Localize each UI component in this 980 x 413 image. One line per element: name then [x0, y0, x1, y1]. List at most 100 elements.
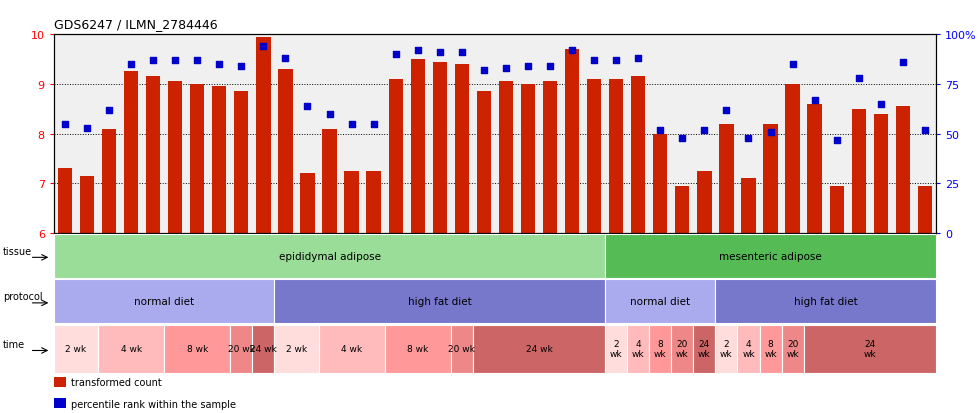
Bar	[54, 399, 67, 408]
Bar	[694, 325, 715, 373]
Bar	[274, 325, 318, 373]
Point	[785, 62, 801, 68]
Bar	[300, 174, 315, 233]
Bar	[715, 325, 737, 373]
Bar	[190, 85, 205, 233]
Bar	[564, 50, 579, 233]
Bar	[256, 38, 270, 233]
Bar	[230, 325, 253, 373]
Bar	[715, 280, 936, 323]
Bar	[804, 325, 936, 373]
Bar	[58, 169, 73, 233]
Bar	[212, 87, 226, 233]
Point	[718, 107, 734, 114]
Point	[653, 127, 668, 133]
Text: epididymal adipose: epididymal adipose	[278, 251, 380, 261]
Bar	[829, 186, 844, 233]
Text: 2
wk: 2 wk	[720, 339, 733, 358]
Text: time: time	[3, 339, 25, 349]
Point	[741, 135, 757, 142]
Bar	[631, 77, 646, 233]
Bar	[587, 80, 602, 233]
Bar	[318, 325, 385, 373]
Bar	[785, 85, 800, 233]
Text: 20 wk: 20 wk	[449, 344, 475, 354]
Point	[697, 127, 712, 133]
Point	[410, 47, 425, 54]
Bar	[54, 280, 274, 323]
Text: tissue: tissue	[3, 246, 31, 256]
Text: protocol: protocol	[3, 292, 42, 301]
Bar	[79, 176, 94, 233]
Bar	[411, 60, 425, 233]
Bar	[671, 325, 694, 373]
Bar	[165, 325, 230, 373]
Point	[321, 111, 337, 118]
Text: 8
wk: 8 wk	[764, 339, 777, 358]
Point	[233, 64, 249, 70]
Bar	[274, 280, 606, 323]
Point	[476, 67, 492, 74]
Bar	[543, 82, 558, 233]
Text: 24 wk: 24 wk	[525, 344, 553, 354]
Text: 20 wk: 20 wk	[228, 344, 255, 354]
Bar	[451, 325, 473, 373]
Text: 4
wk: 4 wk	[742, 339, 755, 358]
Bar	[852, 109, 866, 233]
Bar	[606, 234, 936, 278]
Bar	[675, 186, 690, 233]
Bar	[896, 107, 910, 233]
Bar	[606, 280, 715, 323]
Bar	[253, 325, 274, 373]
Point	[101, 107, 117, 114]
Bar	[760, 325, 782, 373]
Text: 2 wk: 2 wk	[286, 344, 307, 354]
Bar	[54, 377, 67, 387]
Text: normal diet: normal diet	[134, 297, 194, 306]
Point	[498, 66, 514, 72]
Bar	[741, 179, 756, 233]
Bar	[763, 124, 778, 233]
Bar	[782, 325, 804, 373]
Point	[807, 97, 822, 104]
Bar	[146, 77, 161, 233]
Point	[432, 50, 448, 56]
Text: 4 wk: 4 wk	[341, 344, 363, 354]
Bar	[388, 80, 403, 233]
Text: high fat diet: high fat diet	[794, 297, 858, 306]
Bar	[344, 171, 359, 233]
Bar	[168, 82, 182, 233]
Bar	[455, 65, 469, 233]
Point	[674, 135, 690, 142]
Point	[762, 129, 778, 135]
Point	[57, 121, 73, 128]
Point	[630, 56, 646, 62]
Point	[79, 125, 95, 132]
Bar	[322, 129, 337, 233]
Bar	[627, 325, 649, 373]
Text: 24 wk: 24 wk	[250, 344, 276, 354]
Point	[145, 57, 161, 64]
Bar	[609, 80, 623, 233]
Bar	[808, 104, 822, 233]
Bar	[432, 62, 447, 233]
Bar	[385, 325, 451, 373]
Bar	[476, 92, 491, 233]
Point	[564, 47, 580, 54]
Point	[542, 64, 558, 70]
Text: GDS6247 / ILMN_2784446: GDS6247 / ILMN_2784446	[54, 18, 218, 31]
Text: 2 wk: 2 wk	[66, 344, 86, 354]
Text: 8 wk: 8 wk	[186, 344, 208, 354]
Point	[388, 52, 404, 58]
Point	[895, 59, 910, 66]
Point	[212, 62, 227, 68]
Bar	[54, 234, 606, 278]
Point	[586, 57, 602, 64]
Text: 20
wk: 20 wk	[676, 339, 689, 358]
Text: 8
wk: 8 wk	[654, 339, 666, 358]
Point	[829, 137, 845, 143]
Bar	[123, 72, 138, 233]
Bar	[606, 325, 627, 373]
Bar	[719, 124, 734, 233]
Text: high fat diet: high fat diet	[408, 297, 471, 306]
